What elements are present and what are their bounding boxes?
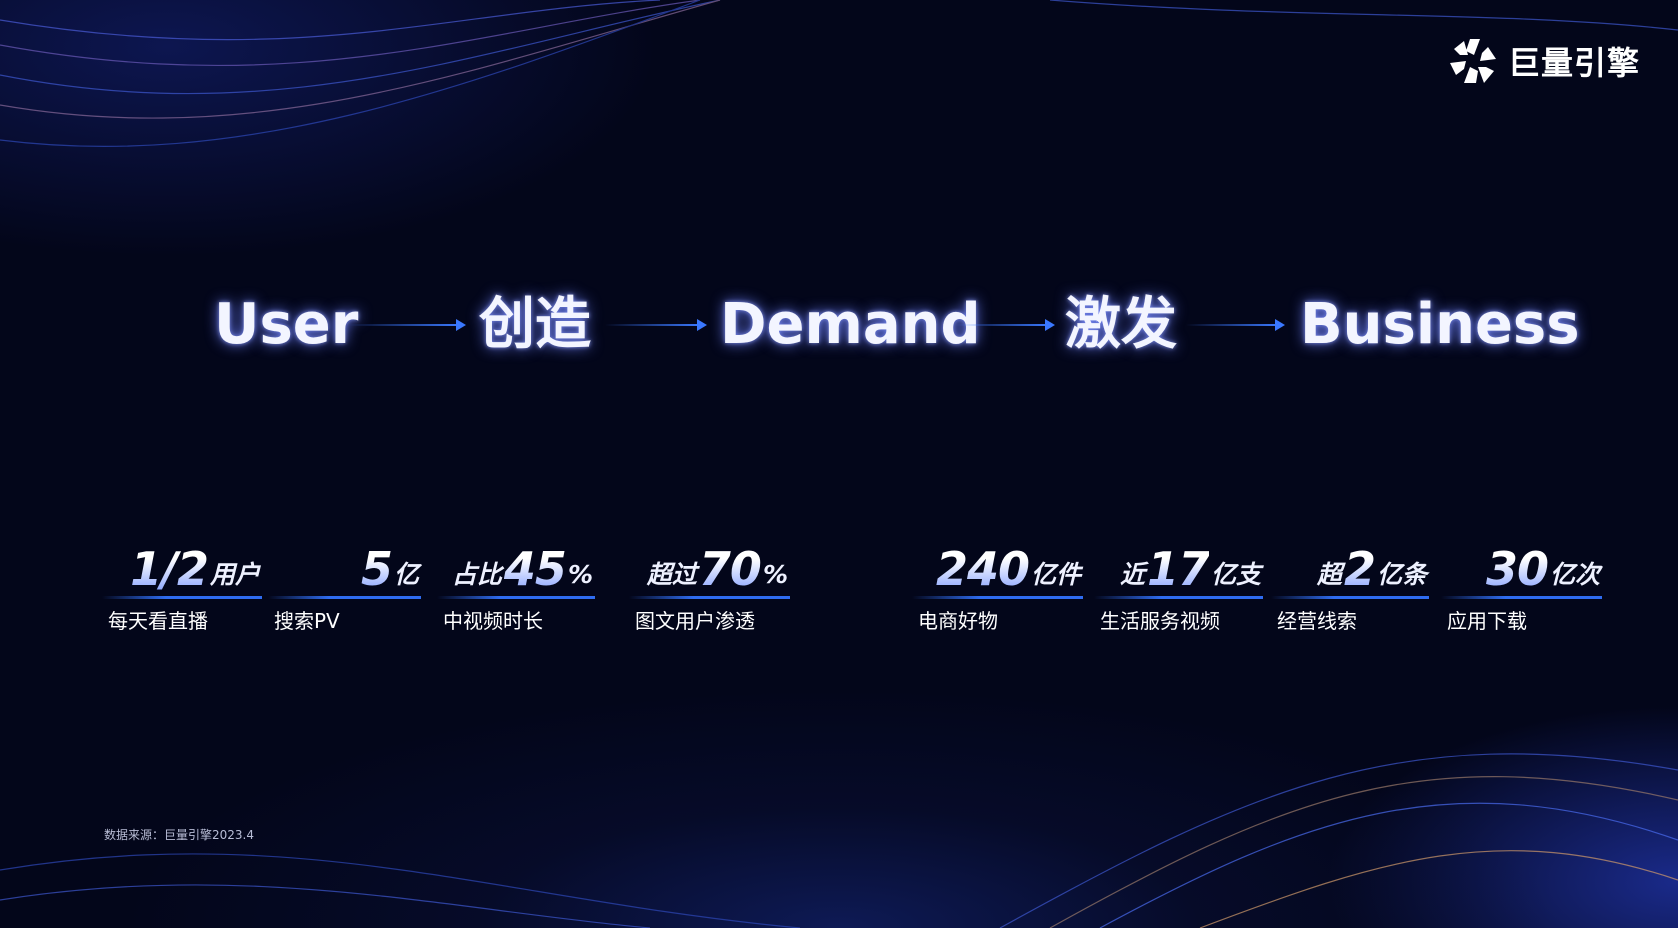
data-source-note: 数据来源：巨量引擎2023.4 <box>104 828 254 842</box>
stat-value: 超 2 亿条 <box>1315 540 1429 595</box>
stat-underline <box>1441 596 1602 599</box>
stat-suffix: 亿件 <box>1030 560 1081 589</box>
stat-item: 超过 70 % 图文用户渗透 <box>629 540 790 633</box>
arrow-right-icon <box>605 319 707 331</box>
stat-prefix: 近 <box>1119 560 1145 589</box>
stat-item: 30 亿次 应用下载 <box>1441 540 1602 633</box>
brand-name: 巨量引擎 <box>1508 44 1641 82</box>
stat-number: 1/2 <box>130 542 209 596</box>
brand-logo: 巨量引擎 <box>1450 36 1640 86</box>
stat-suffix: 亿次 <box>1549 560 1600 589</box>
stat-item: 超 2 亿条 经营线索 <box>1271 540 1429 633</box>
flow-inspire: 激发 <box>1065 292 1177 357</box>
stat-number: 30 <box>1485 542 1549 596</box>
stat-value: 占比 45 % <box>450 540 595 595</box>
ocean-engine-logo-icon <box>1450 39 1496 83</box>
stat-value: 超过 70 % <box>645 540 790 595</box>
user-demand-business-flow: User 创造 Demand 激发 Business <box>0 290 1678 360</box>
stat-number: 2 <box>1343 542 1376 596</box>
stat-suffix: 亿条 <box>1376 560 1427 589</box>
stat-item: 5 亿 搜索PV <box>268 540 421 633</box>
stat-suffix: % <box>567 560 593 589</box>
stat-value: 近 17 亿支 <box>1118 540 1263 595</box>
stat-label: 应用下载 <box>1447 609 1527 633</box>
stat-prefix: 超 <box>1316 560 1342 589</box>
stat-number: 240 <box>935 542 1030 596</box>
stat-suffix: 亿 <box>393 560 419 589</box>
stat-label: 图文用户渗透 <box>635 609 755 633</box>
stat-label: 中视频时长 <box>443 609 543 633</box>
stat-label: 生活服务视频 <box>1100 609 1220 633</box>
stat-label: 经营线索 <box>1277 609 1357 633</box>
flow-business: Business <box>1300 292 1580 357</box>
stat-value: 5 亿 <box>357 540 421 595</box>
stat-underline <box>912 596 1083 599</box>
stat-item: 近 17 亿支 生活服务视频 <box>1094 540 1263 633</box>
stat-number: 17 <box>1146 542 1210 596</box>
stat-underline <box>629 596 790 599</box>
stat-suffix: 用户 <box>209 560 260 589</box>
stat-prefix: 超过 <box>646 560 697 589</box>
stat-number: 45 <box>503 542 567 596</box>
arrow-right-icon <box>1186 319 1285 331</box>
stat-number: 5 <box>360 542 393 596</box>
stat-item: 占比 45 % 中视频时长 <box>437 540 595 633</box>
arrow-right-icon <box>955 319 1055 331</box>
stat-value: 1/2 用户 <box>126 540 262 595</box>
stat-label: 每天看直播 <box>108 609 208 633</box>
flow-demand: Demand <box>720 292 981 357</box>
arrow-right-icon <box>348 319 466 331</box>
stat-underline <box>1094 596 1263 599</box>
stat-label: 搜索PV <box>274 609 340 633</box>
stat-value: 240 亿件 <box>932 540 1083 595</box>
stat-underline <box>102 596 262 599</box>
stat-item: 240 亿件 电商好物 <box>912 540 1083 633</box>
stat-label: 电商好物 <box>918 609 998 633</box>
flow-create: 创造 <box>479 292 591 357</box>
stat-underline <box>437 596 595 599</box>
stat-underline <box>1271 596 1429 599</box>
stat-item: 1/2 用户 每天看直播 <box>102 540 262 633</box>
stat-value: 30 亿次 <box>1482 540 1602 595</box>
flow-user: User <box>214 292 359 357</box>
stat-underline <box>268 596 421 599</box>
stat-prefix: 占比 <box>451 560 502 589</box>
stat-suffix: 亿支 <box>1210 560 1261 589</box>
stat-suffix: % <box>762 560 788 589</box>
stat-number: 70 <box>698 542 762 596</box>
